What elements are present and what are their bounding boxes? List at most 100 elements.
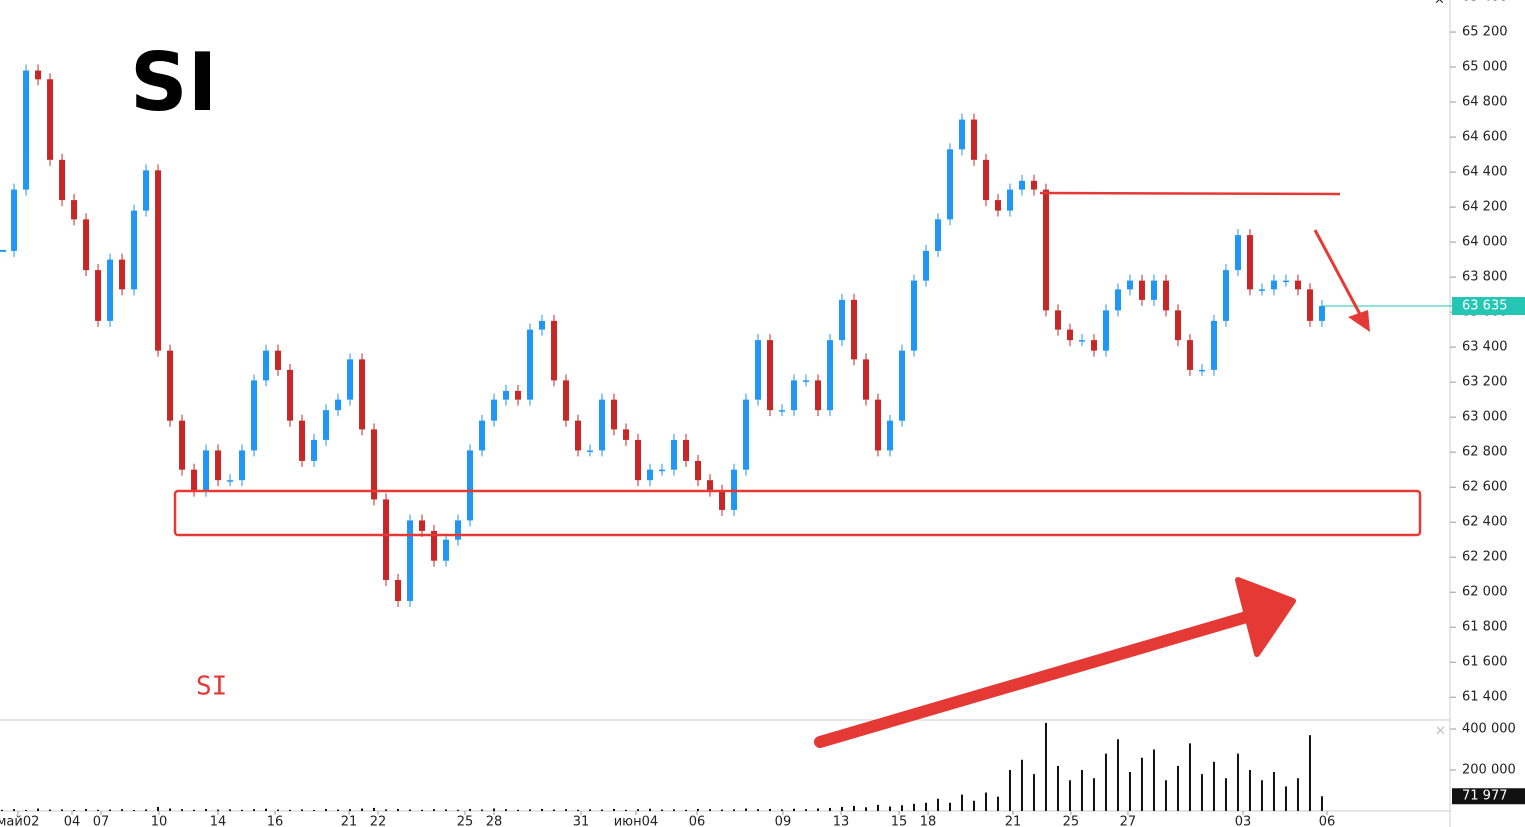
- candle: [563, 380, 570, 421]
- candle: [83, 219, 90, 271]
- x-tick-label: 25: [457, 815, 474, 827]
- candle: [371, 429, 378, 500]
- candle: [47, 79, 54, 160]
- candle: [227, 480, 234, 482]
- candle: [814, 380, 821, 411]
- x-tick-label: июн04: [614, 815, 658, 827]
- series-label: SI: [196, 672, 227, 702]
- candle: [1294, 280, 1301, 290]
- volume-bar: [157, 806, 160, 811]
- y-tick-label: 65 200: [1462, 25, 1508, 40]
- candle: [1222, 270, 1229, 321]
- volume-bar: [1092, 778, 1095, 811]
- candle: [1150, 280, 1157, 300]
- volume-bar: [337, 809, 340, 811]
- candle: [958, 119, 965, 150]
- candle: [1030, 180, 1037, 190]
- close-icon[interactable]: ×: [1435, 724, 1446, 739]
- candle: [1282, 280, 1289, 283]
- volume-bar: [1320, 796, 1323, 811]
- candle: [1162, 280, 1169, 311]
- candle: [1234, 235, 1241, 271]
- volume-bar: [253, 809, 256, 811]
- volume-bar: [181, 809, 184, 811]
- volume-bar: [601, 809, 604, 811]
- candle: [587, 450, 594, 452]
- candle: [347, 359, 354, 400]
- candle: [1018, 180, 1025, 190]
- y-tick-label: 61 600: [1462, 655, 1508, 670]
- candle: [1186, 340, 1193, 370]
- volume-bar: [73, 809, 76, 811]
- last-price-label: 63 635: [1462, 298, 1508, 313]
- volume-bar: [97, 809, 100, 811]
- candle: [527, 329, 534, 400]
- volume-bar: [852, 805, 855, 811]
- volume-bar: [325, 808, 328, 811]
- volume-bar: [1284, 786, 1287, 811]
- candle: [1306, 289, 1313, 321]
- volume-bar: [1188, 743, 1191, 811]
- candle: [299, 420, 306, 461]
- volume-bar: [241, 809, 244, 811]
- x-tick-label: 15: [891, 815, 908, 827]
- volume-bar: [529, 809, 532, 811]
- candle: [922, 250, 929, 281]
- volume-bar: [1116, 739, 1119, 811]
- candle: [719, 490, 726, 510]
- x-tick-label: 21: [1005, 815, 1022, 827]
- candle: [802, 380, 809, 382]
- last-price-box: [1452, 296, 1525, 315]
- candle: [551, 320, 558, 381]
- candle: [35, 70, 42, 80]
- volume-bar: [589, 809, 592, 811]
- x-tick-label: 04: [64, 815, 81, 827]
- volume-bar: [625, 809, 628, 811]
- volume-bar: [828, 807, 831, 811]
- x-tick-label: 07: [93, 815, 110, 827]
- candle: [862, 359, 869, 400]
- volume-bar: [61, 809, 64, 811]
- volume-bar: [924, 802, 927, 811]
- y-tick-label: 63 400: [1462, 340, 1508, 355]
- candle: [491, 399, 498, 421]
- volume-bar: [577, 809, 580, 811]
- volume-bar: [481, 809, 484, 811]
- y-tick-label: 62 000: [1462, 585, 1508, 600]
- close-icon[interactable]: ×: [1434, 0, 1445, 8]
- volume-bar: [792, 808, 795, 811]
- volume-bar: [1308, 735, 1311, 811]
- candle: [263, 350, 270, 381]
- volume-bar: [1296, 778, 1299, 811]
- volume-bar: [457, 809, 460, 811]
- candle: [167, 350, 174, 421]
- volume-bar: [1152, 749, 1155, 811]
- x-tick-label: 13: [833, 815, 850, 827]
- candle: [874, 399, 881, 451]
- candle: [994, 200, 1001, 211]
- candle: [359, 359, 366, 430]
- candle: [1138, 280, 1145, 300]
- candle: [1090, 340, 1097, 351]
- volume-bar: [109, 809, 112, 811]
- y-tick-label: 65 400: [1462, 0, 1508, 5]
- volume-bar: [685, 809, 688, 811]
- volume-bar: [804, 809, 807, 811]
- candle: [335, 399, 342, 411]
- volume-bar: [373, 807, 376, 811]
- candle: [1102, 310, 1109, 351]
- last-volume-label: 71 977: [1462, 789, 1508, 804]
- volume-bar: [864, 807, 867, 811]
- candle: [790, 380, 797, 411]
- candle: [275, 350, 282, 370]
- volume-bar: [37, 808, 40, 811]
- candle: [467, 450, 474, 521]
- volume-bar: [85, 808, 88, 811]
- candle: [850, 299, 857, 360]
- candle: [886, 420, 893, 451]
- candle: [742, 399, 749, 470]
- volume-bar: [385, 809, 388, 811]
- candle: [107, 259, 114, 321]
- candle: [659, 469, 666, 472]
- volume-bar: [1032, 774, 1035, 811]
